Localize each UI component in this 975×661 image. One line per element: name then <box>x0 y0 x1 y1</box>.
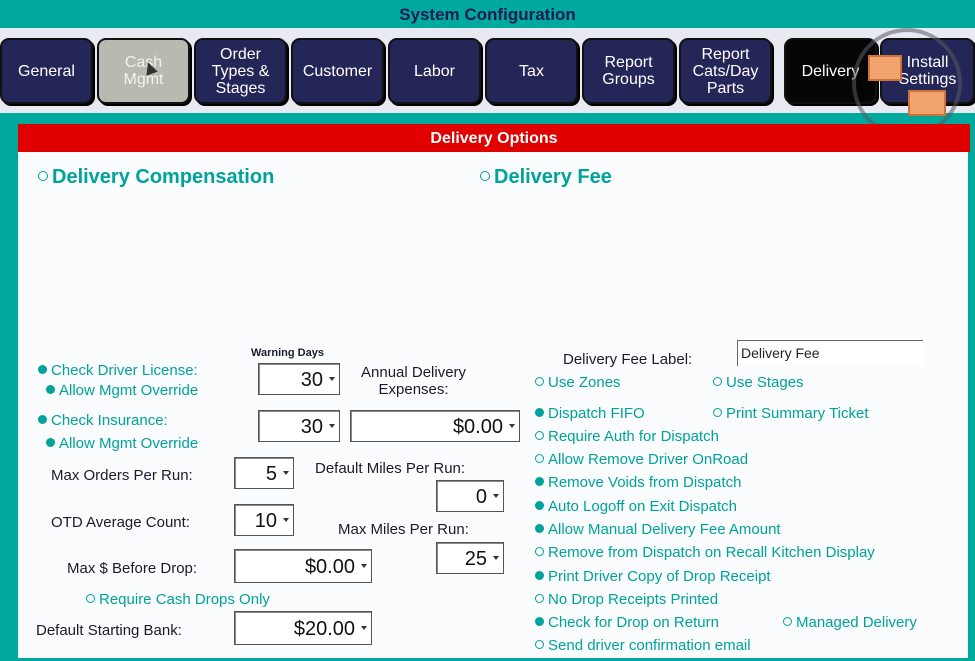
delivery-fee-radio[interactable]: Delivery Fee <box>480 166 612 189</box>
radio-off-icon <box>535 377 544 386</box>
max-before-drop-label: Max $ Before Drop: <box>67 560 198 577</box>
radio-off-icon <box>713 377 722 386</box>
fee-label-label: Delivery Fee Label: <box>563 351 693 368</box>
chevron-down-icon <box>329 377 335 381</box>
warning-days-label: Warning Days <box>251 347 324 359</box>
max-miles-label: Max Miles Per Run: <box>338 521 469 538</box>
radio-on-icon <box>535 571 544 580</box>
radio-on-icon <box>46 438 55 447</box>
default-miles-label: Default Miles Per Run: <box>315 460 466 477</box>
tab-tax[interactable]: Tax <box>485 38 578 104</box>
radio-off-icon <box>783 617 792 626</box>
annual-expenses-select[interactable]: $0.00 <box>350 410 520 442</box>
panel-header: Delivery Options <box>18 124 970 152</box>
radio-off-icon <box>38 171 48 181</box>
radio-on-icon <box>535 477 544 486</box>
tab-order-types-stages[interactable]: Order Types & Stages <box>194 38 287 104</box>
remove-recall-option[interactable]: Remove from Dispatch on Recall Kitchen D… <box>535 544 875 561</box>
max-miles-select[interactable]: 25 <box>436 542 504 574</box>
delivery-compensation-radio[interactable]: Delivery Compensation <box>38 166 274 189</box>
fee-label-input[interactable]: Delivery Fee <box>737 340 923 366</box>
chevron-down-icon <box>283 518 289 522</box>
require-cash-drops-option[interactable]: Require Cash Drops Only <box>86 591 270 608</box>
chevron-down-icon <box>361 564 367 568</box>
radio-on-icon <box>38 365 47 374</box>
otd-average-select[interactable]: 10 <box>234 504 294 536</box>
require-auth-option[interactable]: Require Auth for Dispatch <box>535 428 719 445</box>
window-title: System Configuration <box>0 0 975 28</box>
tab-general[interactable]: General <box>0 38 93 104</box>
default-miles-select[interactable]: 0 <box>436 480 504 512</box>
print-driver-copy-option[interactable]: Print Driver Copy of Drop Receipt <box>535 568 771 585</box>
chevron-down-icon <box>493 556 499 560</box>
remove-voids-option[interactable]: Remove Voids from Dispatch <box>535 474 741 491</box>
max-orders-label: Max Orders Per Run: <box>51 467 193 484</box>
radio-on-icon <box>535 501 544 510</box>
chevron-down-icon <box>283 471 289 475</box>
insurance-warning-days-select[interactable]: 30 <box>258 410 340 442</box>
use-stages-option[interactable]: Use Stages <box>713 374 804 391</box>
send-email-option[interactable]: Send driver confirmation email <box>535 637 751 654</box>
dispatch-fifo-option[interactable]: Dispatch FIFO <box>535 405 645 422</box>
chevron-down-icon <box>509 424 515 428</box>
radio-off-icon <box>480 171 490 181</box>
chevron-down-icon <box>493 494 499 498</box>
max-orders-select[interactable]: 5 <box>234 457 294 489</box>
max-before-drop-select[interactable]: $0.00 <box>234 549 372 583</box>
radio-on-icon <box>46 385 55 394</box>
tab-cash-mgmt[interactable]: Cash Mgmt <box>97 38 190 104</box>
check-drop-return-option[interactable]: Check for Drop on Return <box>535 614 719 631</box>
radio-off-icon <box>535 594 544 603</box>
no-drop-receipts-option[interactable]: No Drop Receipts Printed <box>535 591 718 608</box>
radio-off-icon <box>713 408 722 417</box>
radio-on-icon <box>535 408 544 417</box>
license-warning-days-select[interactable]: 30 <box>258 363 340 395</box>
radio-off-icon <box>535 640 544 649</box>
radio-on-icon <box>38 415 47 424</box>
tab-report-groups[interactable]: Report Groups <box>582 38 675 104</box>
check-driver-license-option[interactable]: Check Driver License: <box>38 362 198 379</box>
default-bank-label: Default Starting Bank: <box>36 622 182 639</box>
use-zones-option[interactable]: Use Zones <box>535 374 621 391</box>
otd-average-label: OTD Average Count: <box>51 514 190 531</box>
tab-customer[interactable]: Customer <box>291 38 384 104</box>
allow-mgmt-override-license-option[interactable]: Allow Mgmt Override <box>46 382 198 399</box>
allow-remove-driver-option[interactable]: Allow Remove Driver OnRoad <box>535 451 748 468</box>
radio-off-icon <box>535 454 544 463</box>
allow-mgmt-override-insurance-option[interactable]: Allow Mgmt Override <box>46 435 198 452</box>
check-insurance-option[interactable]: Check Insurance: <box>38 412 168 429</box>
radio-off-icon <box>535 431 544 440</box>
radio-on-icon <box>535 617 544 626</box>
managed-delivery-option[interactable]: Managed Delivery <box>783 614 917 631</box>
default-bank-select[interactable]: $20.00 <box>234 611 372 645</box>
annual-expenses-label: Annual Delivery Expenses: <box>361 364 467 398</box>
tab-labor[interactable]: Labor <box>388 38 481 104</box>
tab-report-cats-day-parts[interactable]: Report Cats/Day Parts <box>679 38 772 104</box>
auto-logoff-option[interactable]: Auto Logoff on Exit Dispatch <box>535 498 737 515</box>
chevron-down-icon <box>329 424 335 428</box>
allow-manual-fee-option[interactable]: Allow Manual Delivery Fee Amount <box>535 521 781 538</box>
touch-indicator-icon <box>852 28 962 138</box>
radio-on-icon <box>535 524 544 533</box>
print-summary-option[interactable]: Print Summary Ticket <box>713 405 869 422</box>
chevron-down-icon <box>361 626 367 630</box>
radio-off-icon <box>86 594 95 603</box>
radio-off-icon <box>535 547 544 556</box>
